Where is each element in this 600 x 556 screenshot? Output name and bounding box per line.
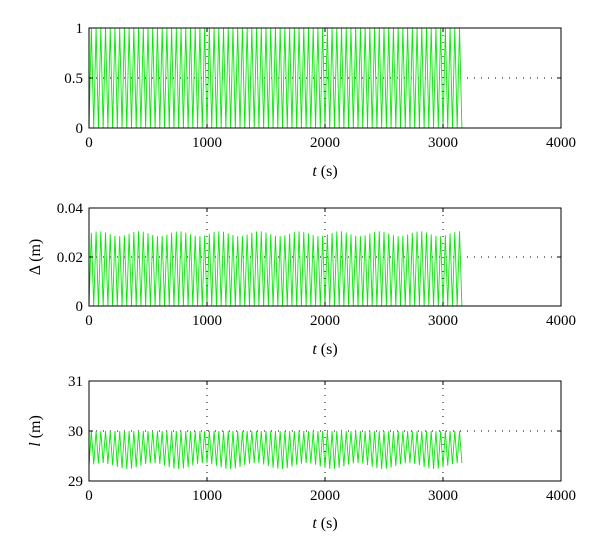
ticks-3: 0 1000 2000 3000 4000 29 30 31 bbox=[68, 374, 576, 504]
x-tick-label: 0 bbox=[85, 313, 93, 329]
x-axis-label-1: t (s) bbox=[312, 163, 337, 180]
y-tick-label: 0 bbox=[76, 121, 84, 137]
x-axis-label-2: t (s) bbox=[312, 341, 337, 358]
y-axis-label-3: l (m) bbox=[27, 415, 44, 447]
ticks-2: 0 1000 2000 3000 4000 0 0.02 0.04 bbox=[57, 201, 576, 329]
y-tick-label: 31 bbox=[68, 374, 83, 390]
x-tick-label: 4000 bbox=[546, 135, 576, 151]
grid-2 bbox=[89, 208, 561, 306]
y-tick-label: 1 bbox=[76, 21, 84, 37]
x-tick-label: 2000 bbox=[310, 135, 340, 151]
x-tick-label: 0 bbox=[85, 135, 93, 151]
panel-3: 0 1000 2000 3000 4000 29 30 31 t (s) l (m) bbox=[27, 374, 576, 532]
x-tick-label: 1000 bbox=[192, 135, 222, 151]
x-tick-label: 3000 bbox=[428, 313, 458, 329]
x-tick-label: 1000 bbox=[192, 488, 222, 504]
y-tick-label: 30 bbox=[68, 424, 83, 440]
x-tick-label: 4000 bbox=[546, 488, 576, 504]
panel-1: 0 1000 2000 3000 4000 0 0.5 1 t (s) bbox=[64, 21, 576, 180]
x-tick-label: 2000 bbox=[310, 313, 340, 329]
series-3 bbox=[88, 430, 463, 470]
grid-3 bbox=[89, 381, 561, 481]
grid-1 bbox=[89, 28, 561, 128]
ticks-1: 0 1000 2000 3000 4000 0 0.5 1 bbox=[64, 21, 576, 151]
x-tick-label: 2000 bbox=[310, 488, 340, 504]
panel-2: 0 1000 2000 3000 4000 0 0.02 0.04 t (s) Δ (m) bbox=[27, 201, 576, 358]
x-axis-label-3: t (s) bbox=[312, 515, 337, 532]
y-tick-label: 0.02 bbox=[57, 250, 83, 266]
x-tick-label: 1000 bbox=[192, 313, 222, 329]
series-line bbox=[88, 430, 463, 470]
y-tick-label: 0.04 bbox=[57, 201, 84, 217]
x-tick-label: 0 bbox=[85, 488, 93, 504]
x-tick-label: 4000 bbox=[546, 313, 576, 329]
x-tick-label: 3000 bbox=[428, 488, 458, 504]
x-tick-label: 3000 bbox=[428, 135, 458, 151]
y-tick-label: 29 bbox=[68, 474, 83, 490]
y-tick-label: 0.5 bbox=[64, 71, 83, 87]
y-tick-label: 0 bbox=[76, 299, 84, 315]
series-2 bbox=[88, 231, 463, 307]
series-line bbox=[88, 231, 463, 307]
y-axis-label-2: Δ (m) bbox=[27, 239, 44, 276]
